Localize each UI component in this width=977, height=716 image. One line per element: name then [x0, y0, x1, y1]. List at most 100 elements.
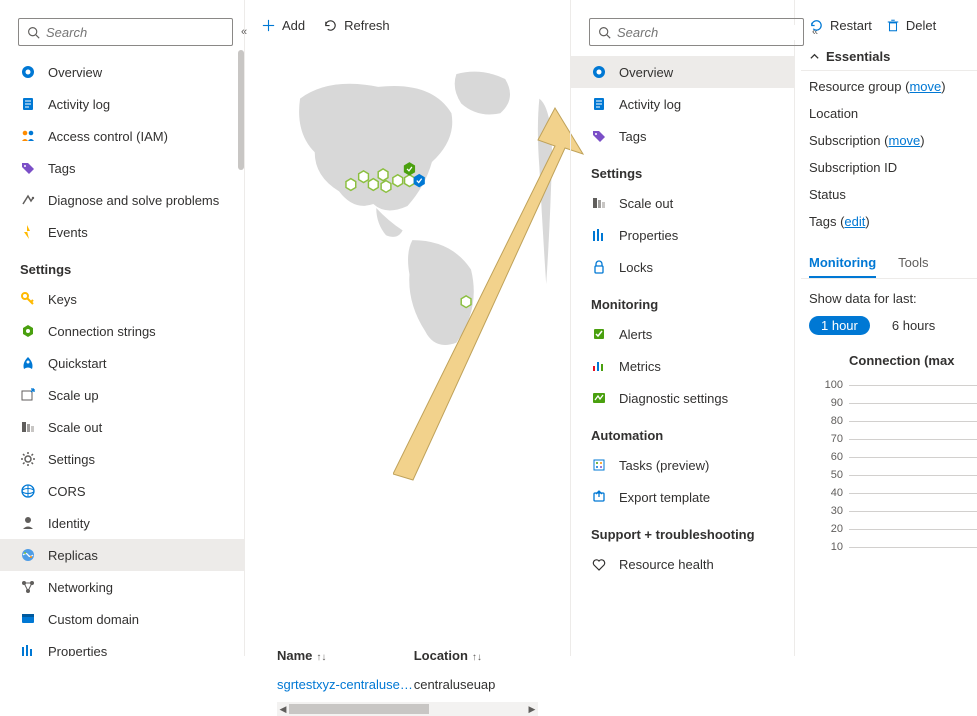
right-nav-item-diag-settings[interactable]: Diagnostic settings — [571, 382, 794, 414]
chart-grid — [849, 529, 977, 530]
essentials-toggle[interactable]: Essentials — [801, 43, 977, 71]
nav-item-label: Replicas — [48, 548, 98, 563]
right-nav-item-tasks[interactable]: Tasks (preview) — [571, 449, 794, 481]
iam-icon — [20, 128, 36, 144]
chart-grid — [849, 493, 977, 494]
add-button[interactable]: Add — [261, 18, 305, 33]
nav-item-label: Access control (IAM) — [48, 129, 168, 144]
replica-location: centraluseuap — [414, 677, 538, 692]
left-nav-item-scale-out[interactable]: Scale out — [0, 411, 244, 443]
locks-icon — [591, 259, 607, 275]
left-nav-item-networking[interactable]: Networking — [0, 571, 244, 603]
chart-gridline: 70 — [813, 430, 977, 448]
left-nav-item-events[interactable]: Events — [0, 216, 244, 248]
world-map-svg — [261, 56, 554, 356]
left-nav-item-properties[interactable]: Properties — [0, 635, 244, 656]
left-nav-item-custom-domain[interactable]: Custom domain — [0, 603, 244, 635]
chart-title: Connection (max — [813, 353, 977, 376]
table-row[interactable]: sgrtestxyz-centraluseu…centraluseuap — [277, 671, 538, 698]
right-nav-item-overview[interactable]: Overview — [571, 56, 794, 88]
identity-icon — [20, 515, 36, 531]
properties-icon — [591, 227, 607, 243]
right-nav-item-properties[interactable]: Properties — [571, 219, 794, 251]
tab-monitoring[interactable]: Monitoring — [809, 255, 876, 278]
move-link[interactable]: move — [909, 79, 941, 94]
left-nav-item-replicas[interactable]: Replicas — [0, 539, 244, 571]
scroll-thumb[interactable] — [289, 704, 429, 714]
right-nav-item-activity-log[interactable]: Activity log — [571, 88, 794, 120]
section-monitoring: Monitoring — [571, 283, 794, 318]
left-nav-item-settings[interactable]: Settings — [0, 443, 244, 475]
left-nav-item-conn-strings[interactable]: Connection strings — [0, 315, 244, 347]
right-search-input[interactable] — [617, 25, 795, 40]
right-nav-item-locks[interactable]: Locks — [571, 251, 794, 283]
edit-link[interactable]: edit — [844, 214, 865, 229]
tab-tools[interactable]: Tools — [898, 255, 928, 278]
left-nav-item-scale-up[interactable]: Scale up — [0, 379, 244, 411]
right-nav-item-scale-out[interactable]: Scale out — [571, 187, 794, 219]
nav-item-label: Networking — [48, 580, 113, 595]
chart-ytick: 40 — [813, 487, 843, 499]
chart-grid — [849, 511, 977, 512]
monitoring-tabs: Monitoring Tools — [801, 237, 977, 279]
move-link[interactable]: move — [889, 133, 921, 148]
chart-gridline: 30 — [813, 502, 977, 520]
chart-ytick: 50 — [813, 469, 843, 481]
chart-ytick: 30 — [813, 505, 843, 517]
right-sidebar: « OverviewActivity logTags Settings Scal… — [570, 0, 795, 656]
connection-chart: Connection (max 100908070605040302010 — [801, 335, 977, 556]
restart-button[interactable]: Restart — [809, 18, 872, 33]
delete-button[interactable]: Delet — [886, 18, 936, 33]
chart-grid — [849, 421, 977, 422]
nav-item-label: Scale out — [48, 420, 102, 435]
scroll-right-icon[interactable]: ▶ — [526, 702, 538, 716]
pill-1hour[interactable]: 1 hour — [809, 316, 870, 335]
refresh-button[interactable]: Refresh — [323, 18, 390, 33]
nav-item-label: Alerts — [619, 327, 652, 342]
chart-gridline: 100 — [813, 376, 977, 394]
scrollbar[interactable] — [238, 50, 244, 170]
keys-icon — [20, 291, 36, 307]
nav-item-label: Properties — [619, 228, 678, 243]
left-nav-item-cors[interactable]: CORS — [0, 475, 244, 507]
essentials-row: Resource group (move) — [809, 79, 977, 94]
right-search[interactable] — [589, 18, 804, 46]
left-nav-item-quickstart[interactable]: Quickstart — [0, 347, 244, 379]
nav-item-label: Metrics — [619, 359, 661, 374]
right-nav-item-metrics[interactable]: Metrics — [571, 350, 794, 382]
right-nav-item-alerts[interactable]: Alerts — [571, 318, 794, 350]
left-nav-item-tags[interactable]: Tags — [0, 152, 244, 184]
left-search[interactable] — [18, 18, 233, 46]
search-icon — [27, 26, 40, 39]
left-nav-item-activity-log[interactable]: Activity log — [0, 88, 244, 120]
pill-6hours[interactable]: 6 hours — [880, 316, 947, 335]
chart-grid — [849, 547, 977, 548]
details-panel: Restart Delet Essentials Resource group … — [795, 0, 977, 656]
diag-settings-icon — [591, 390, 607, 406]
right-nav-item-resource-health[interactable]: Resource health — [571, 548, 794, 580]
chart-ytick: 100 — [813, 379, 843, 391]
right-nav-item-tags[interactable]: Tags — [571, 120, 794, 152]
section-support: Support + troubleshooting — [571, 513, 794, 548]
horizontal-scrollbar[interactable]: ◀ ▶ — [277, 702, 538, 716]
diagnose-icon — [20, 192, 36, 208]
essentials-row: Location — [809, 106, 977, 121]
chart-gridline: 20 — [813, 520, 977, 538]
replica-name-link[interactable]: sgrtestxyz-centraluseu… — [277, 677, 414, 692]
middle-panel: Add Refresh Name↑↓ Lo — [245, 0, 570, 656]
left-nav-item-identity[interactable]: Identity — [0, 507, 244, 539]
chart-gridline: 90 — [813, 394, 977, 412]
resource-health-icon — [591, 556, 607, 572]
right-nav-item-export-template[interactable]: Export template — [571, 481, 794, 513]
left-nav-item-diagnose[interactable]: Diagnose and solve problems — [0, 184, 244, 216]
nav-item-label: Connection strings — [48, 324, 156, 339]
nav-item-label: Diagnostic settings — [619, 391, 728, 406]
left-search-input[interactable] — [46, 25, 224, 40]
left-nav-item-overview[interactable]: Overview — [0, 56, 244, 88]
left-nav-item-iam[interactable]: Access control (IAM) — [0, 120, 244, 152]
nav-item-label: Quickstart — [48, 356, 107, 371]
essentials-label: Subscription ID — [809, 160, 897, 175]
scroll-left-icon[interactable]: ◀ — [277, 702, 289, 716]
chart-grid — [849, 385, 977, 386]
left-nav-item-keys[interactable]: Keys — [0, 283, 244, 315]
